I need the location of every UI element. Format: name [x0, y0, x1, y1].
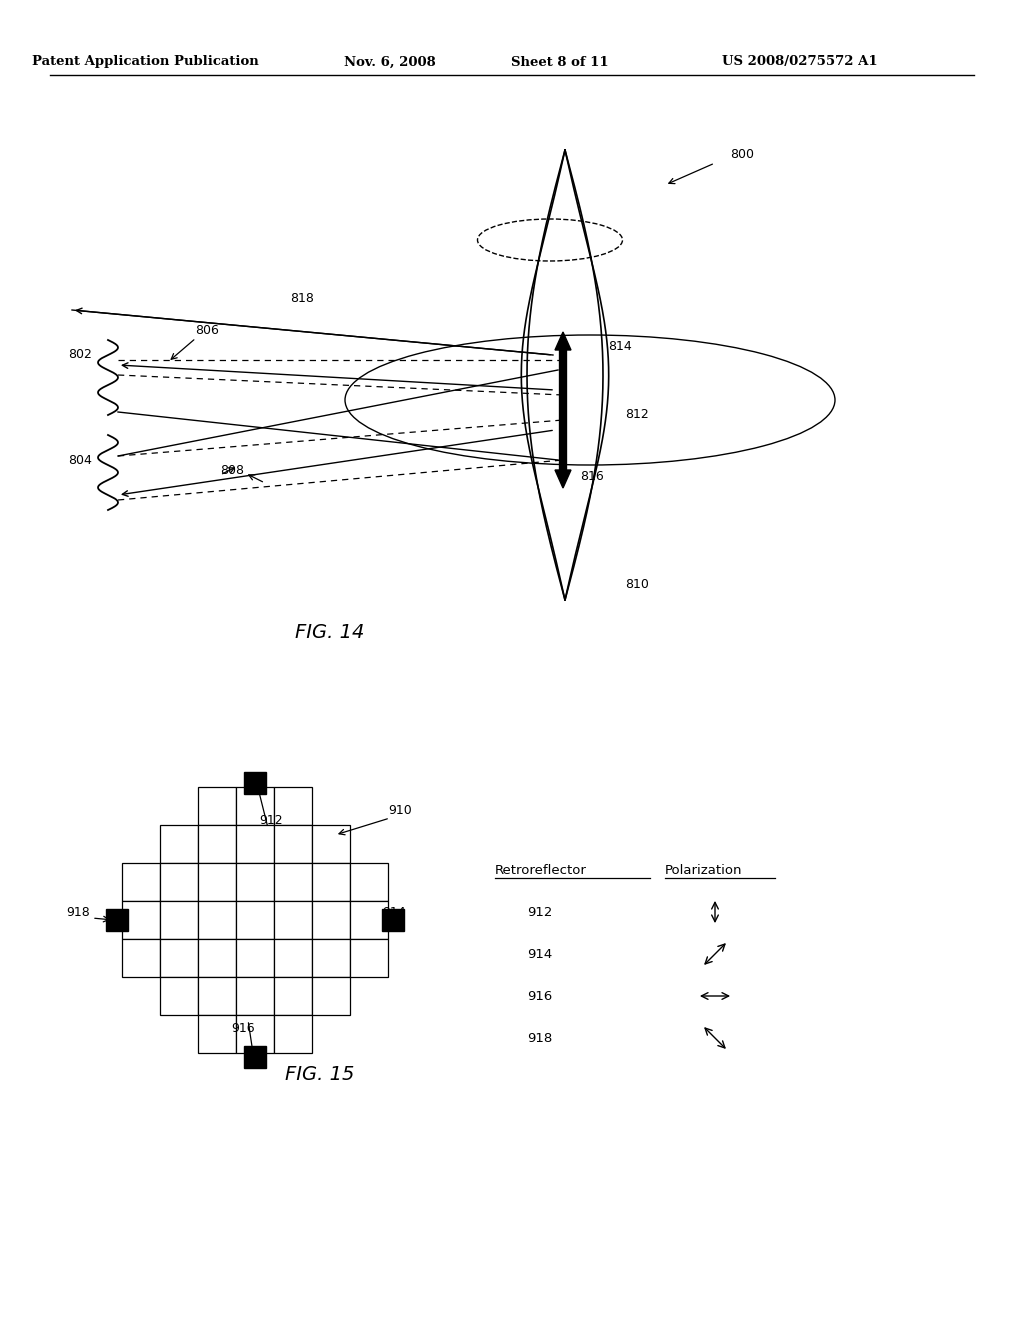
Bar: [160, 825, 198, 863]
Bar: [274, 902, 312, 939]
Bar: [198, 977, 236, 1015]
Text: FIG. 15: FIG. 15: [286, 1065, 354, 1085]
Bar: [312, 863, 350, 902]
Bar: [160, 939, 198, 977]
Bar: [312, 939, 350, 977]
Bar: [236, 787, 274, 825]
Polygon shape: [555, 470, 571, 488]
Bar: [312, 902, 350, 939]
Bar: [274, 787, 312, 825]
Text: 804: 804: [68, 454, 92, 466]
Bar: [198, 939, 236, 977]
Text: 800: 800: [730, 149, 754, 161]
Text: Patent Application Publication: Patent Application Publication: [32, 55, 258, 69]
Bar: [274, 977, 312, 1015]
Bar: [350, 863, 388, 902]
Bar: [274, 939, 312, 977]
Text: 802: 802: [68, 348, 92, 362]
Bar: [106, 909, 128, 931]
Bar: [122, 863, 160, 902]
Bar: [122, 939, 160, 977]
Text: 914: 914: [382, 907, 406, 920]
Polygon shape: [555, 333, 571, 350]
Bar: [236, 939, 274, 977]
Bar: [198, 902, 236, 939]
Text: Nov. 6, 2008: Nov. 6, 2008: [344, 55, 436, 69]
Text: 810: 810: [625, 578, 649, 591]
Bar: [244, 1045, 266, 1068]
Bar: [236, 902, 274, 939]
Bar: [236, 977, 274, 1015]
Text: 916: 916: [527, 990, 553, 1002]
Text: 912: 912: [527, 906, 553, 919]
Bar: [160, 977, 198, 1015]
Text: 918: 918: [527, 1031, 553, 1044]
Bar: [274, 863, 312, 902]
Bar: [312, 977, 350, 1015]
Text: 818: 818: [290, 292, 314, 305]
Text: FIG. 14: FIG. 14: [295, 623, 365, 642]
Text: 912: 912: [259, 813, 283, 826]
Text: 814: 814: [608, 341, 632, 354]
Bar: [312, 825, 350, 863]
Text: 918: 918: [67, 907, 90, 920]
Bar: [198, 863, 236, 902]
Bar: [160, 863, 198, 902]
Bar: [350, 939, 388, 977]
Bar: [198, 1015, 236, 1053]
Text: 916: 916: [231, 1022, 255, 1035]
Bar: [198, 787, 236, 825]
Text: Retroreflector: Retroreflector: [495, 863, 587, 876]
Bar: [236, 1015, 274, 1053]
Bar: [236, 863, 274, 902]
Text: US 2008/0275572 A1: US 2008/0275572 A1: [722, 55, 878, 69]
Text: Sheet 8 of 11: Sheet 8 of 11: [511, 55, 609, 69]
Text: 816: 816: [580, 470, 604, 483]
Bar: [122, 902, 160, 939]
Bar: [274, 825, 312, 863]
Text: 910: 910: [388, 804, 412, 817]
Bar: [236, 825, 274, 863]
Bar: [382, 909, 404, 931]
Text: 808: 808: [220, 463, 244, 477]
Text: 914: 914: [527, 948, 553, 961]
Text: Polarization: Polarization: [665, 863, 742, 876]
Text: 812: 812: [625, 408, 649, 421]
Text: 806: 806: [195, 323, 219, 337]
Bar: [350, 902, 388, 939]
Bar: [244, 772, 266, 795]
Bar: [160, 902, 198, 939]
Bar: [274, 1015, 312, 1053]
Bar: [198, 825, 236, 863]
